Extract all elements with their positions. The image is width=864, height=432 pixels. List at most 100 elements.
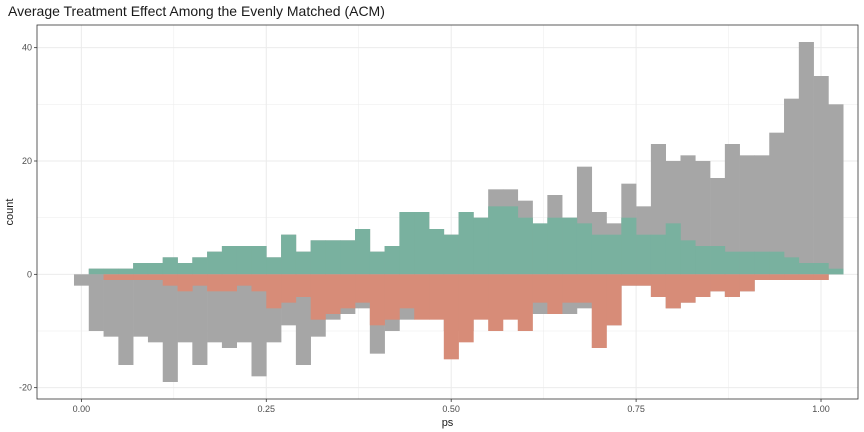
bar-matched-control (473, 274, 489, 320)
bar-matched-treated (680, 240, 696, 275)
bar-matched-control (207, 274, 223, 292)
bar-matched-treated (281, 234, 297, 275)
bar-matched-treated (310, 240, 326, 275)
bar-matched-treated (103, 268, 119, 275)
bar-all-control (103, 274, 119, 337)
bar-matched-control (266, 274, 282, 309)
bar-matched-treated (355, 229, 371, 275)
bar-matched-treated (710, 246, 726, 275)
bar-matched-control (414, 274, 430, 320)
bar-matched-treated (576, 223, 593, 275)
bar-matched-control (147, 274, 164, 280)
bar-all-control (118, 274, 134, 365)
bar-matched-control (606, 274, 622, 326)
bar-matched-treated (192, 257, 208, 275)
bar-matched-treated (724, 251, 740, 275)
bar-matched-control (532, 274, 548, 303)
bar-matched-treated (399, 212, 415, 275)
bar-all-control (251, 274, 267, 377)
bar-all-treated (739, 155, 755, 275)
bar-matched-treated (340, 240, 356, 275)
x-tick-label: 0.25 (258, 404, 276, 414)
bar-matched-treated (784, 257, 800, 275)
bar-matched-control (384, 274, 400, 320)
x-tick-label: 1.00 (812, 404, 830, 414)
y-axis: -20 0 20 40 (19, 43, 37, 393)
bar-matched-treated (221, 246, 238, 275)
bar-matched-treated (650, 234, 666, 275)
bar-all-control (73, 274, 90, 286)
bar-matched-control (236, 274, 252, 286)
bar-matched-treated (266, 257, 282, 275)
bar-matched-control (739, 274, 755, 292)
x-tick-label: 0.75 (627, 404, 645, 414)
bar-matched-control (650, 274, 666, 297)
y-tick-label: 40 (22, 43, 32, 53)
bar-all-treated (724, 144, 740, 275)
bar-matched-treated (251, 246, 267, 275)
bar-matched-control (680, 274, 696, 303)
y-tick-label: 20 (22, 156, 32, 166)
chart-title: Average Treatment Effect Among the Evenl… (8, 3, 385, 19)
bar-matched-treated (384, 246, 400, 275)
bar-matched-control (724, 274, 740, 297)
bar-matched-control (429, 274, 445, 320)
panel-border (36, 24, 859, 400)
bar-matched-control (798, 274, 814, 280)
bar-all-treated (784, 98, 800, 275)
x-axis: 0.00 0.25 0.50 0.75 1.00 (73, 399, 830, 414)
bar-matched-control (591, 274, 607, 348)
bar-matched-control (295, 274, 311, 297)
bar-matched-control (576, 274, 593, 303)
x-axis-title: ps (442, 417, 454, 429)
bar-matched-treated (414, 212, 430, 275)
bar-matched-treated (207, 251, 223, 275)
bars (73, 42, 844, 382)
bar-matched-treated (769, 251, 785, 275)
bar-all-treated (813, 76, 829, 275)
bar-matched-treated (295, 251, 311, 275)
bar-all-control (162, 274, 178, 382)
bar-matched-treated (147, 263, 164, 275)
bar-matched-control (192, 274, 208, 286)
bar-all-control (192, 274, 208, 365)
bar-all-control (236, 274, 252, 343)
bar-matched-treated (798, 263, 814, 275)
bar-all-treated (828, 104, 844, 275)
bar-matched-control (221, 274, 238, 292)
bar-matched-control (281, 274, 297, 303)
bar-matched-treated (695, 246, 711, 275)
bar-matched-treated (547, 217, 563, 275)
bar-matched-treated (813, 263, 829, 275)
bar-matched-control (103, 274, 119, 280)
bar-matched-control (517, 274, 533, 331)
bar-all-control (221, 274, 238, 348)
bar-matched-treated (458, 212, 474, 275)
bar-matched-treated (562, 217, 578, 275)
bar-matched-treated (532, 223, 548, 275)
bar-matched-control (813, 274, 829, 280)
bar-matched-treated (591, 234, 607, 275)
bar-matched-treated (621, 217, 637, 275)
bar-all-treated (769, 132, 785, 275)
bar-matched-control (695, 274, 711, 297)
bar-matched-treated (429, 229, 445, 275)
bar-matched-control (547, 274, 563, 314)
bar-matched-treated (369, 251, 385, 275)
bar-matched-control (562, 274, 578, 303)
bar-all-control (147, 274, 164, 343)
bar-matched-control (443, 274, 459, 360)
bar-matched-control (251, 274, 267, 292)
bar-matched-treated (754, 251, 770, 275)
bar-matched-control (621, 274, 637, 286)
bar-matched-treated (517, 217, 533, 275)
bar-matched-treated (133, 263, 149, 275)
bar-matched-treated (636, 234, 652, 275)
bar-all-treated (798, 42, 814, 275)
bar-matched-control (399, 274, 415, 309)
bar-matched-control (369, 274, 385, 326)
bar-matched-control (636, 274, 652, 286)
bar-matched-control (355, 274, 371, 303)
bar-matched-treated (118, 268, 134, 275)
bar-matched-treated (236, 246, 252, 275)
